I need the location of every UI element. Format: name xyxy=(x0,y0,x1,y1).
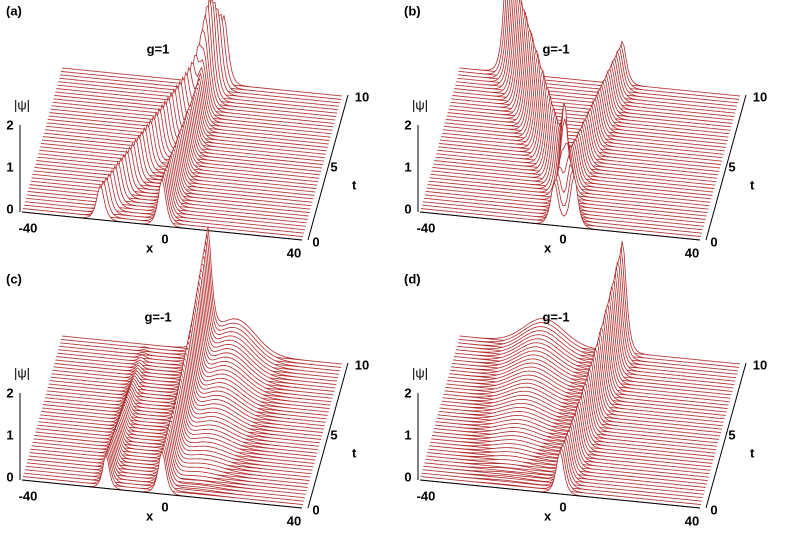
panel-label: (d) xyxy=(404,271,421,286)
x-axis xyxy=(419,479,701,509)
z-tick-label: 0 xyxy=(6,469,13,484)
z-tick-label: 0 xyxy=(404,201,411,216)
z-tick-label: 2 xyxy=(6,385,13,400)
x-tick-label: 40 xyxy=(287,513,301,528)
z-label: |ψ| xyxy=(14,97,30,112)
panel: (c) g=-1 |ψ| 0 1 2 0 5 10 t -40 0 40 x xyxy=(6,226,369,528)
panel-label: (b) xyxy=(404,3,421,18)
x-label: x xyxy=(544,508,552,523)
t-axis xyxy=(705,94,747,241)
t-axis xyxy=(307,362,349,509)
z-tick-label: 1 xyxy=(6,159,13,174)
z-tick-label: 2 xyxy=(404,117,411,132)
t-tick-label: 10 xyxy=(355,89,369,104)
panel-title: g=-1 xyxy=(144,309,171,324)
wave-line xyxy=(420,169,701,237)
z-label: |ψ| xyxy=(14,365,30,380)
x-tick-label: 0 xyxy=(161,231,168,246)
x-tick-label: -40 xyxy=(417,220,436,235)
x-axis xyxy=(419,211,701,241)
t-label: t xyxy=(352,177,357,192)
x-label: x xyxy=(146,240,154,255)
t-label: t xyxy=(352,445,357,460)
z-tick-label: 1 xyxy=(404,159,411,174)
x-tick-label: 40 xyxy=(685,245,699,260)
wave-line xyxy=(459,0,741,97)
x-axis xyxy=(21,479,303,509)
t-tick-label: 0 xyxy=(312,502,319,517)
t-axis xyxy=(705,362,747,509)
x-label: x xyxy=(146,508,154,523)
x-tick-label: 0 xyxy=(161,499,168,514)
t-tick-label: 5 xyxy=(728,427,735,442)
z-tick-label: 1 xyxy=(404,427,411,442)
panel-title: g=-1 xyxy=(542,41,569,56)
panel: (b) g=-1 |ψ| 0 1 2 0 5 10 t -40 0 40 x xyxy=(404,0,767,260)
z-label: |ψ| xyxy=(412,365,428,380)
x-tick-label: 40 xyxy=(685,513,699,528)
panel: (d) g=-1 |ψ| 0 1 2 0 5 10 t -40 0 40 x xyxy=(404,241,767,528)
t-tick-label: 10 xyxy=(753,357,767,372)
t-tick-label: 0 xyxy=(312,234,319,249)
x-axis xyxy=(21,211,303,241)
x-label: x xyxy=(544,240,552,255)
z-tick-label: 1 xyxy=(6,427,13,442)
panel-title: g=1 xyxy=(147,41,170,56)
z-tick-label: 0 xyxy=(6,201,13,216)
t-tick-label: 5 xyxy=(330,159,337,174)
z-tick-label: 2 xyxy=(6,117,13,132)
wave-line xyxy=(421,164,702,234)
x-tick-label: 0 xyxy=(559,231,566,246)
z-label: |ψ| xyxy=(412,97,428,112)
t-tick-label: 5 xyxy=(728,159,735,174)
x-tick-label: 0 xyxy=(559,499,566,514)
t-tick-label: 0 xyxy=(710,234,717,249)
panel-label: (a) xyxy=(6,3,22,18)
x-tick-label: 40 xyxy=(287,245,301,260)
t-tick-label: 10 xyxy=(355,357,369,372)
x-tick-label: -40 xyxy=(19,220,38,235)
t-label: t xyxy=(750,177,755,192)
t-axis xyxy=(307,94,349,241)
panel-title: g=-1 xyxy=(542,309,569,324)
t-tick-label: 5 xyxy=(330,427,337,442)
x-tick-label: -40 xyxy=(19,488,38,503)
t-tick-label: 0 xyxy=(710,502,717,517)
panel-label: (c) xyxy=(6,271,22,286)
x-tick-label: -40 xyxy=(417,488,436,503)
t-label: t xyxy=(750,445,755,460)
z-tick-label: 0 xyxy=(404,469,411,484)
z-tick-label: 2 xyxy=(404,385,411,400)
panel: (a) g=1 |ψ| 0 1 2 0 5 10 t -40 0 40 x xyxy=(6,0,369,260)
t-tick-label: 10 xyxy=(753,89,767,104)
